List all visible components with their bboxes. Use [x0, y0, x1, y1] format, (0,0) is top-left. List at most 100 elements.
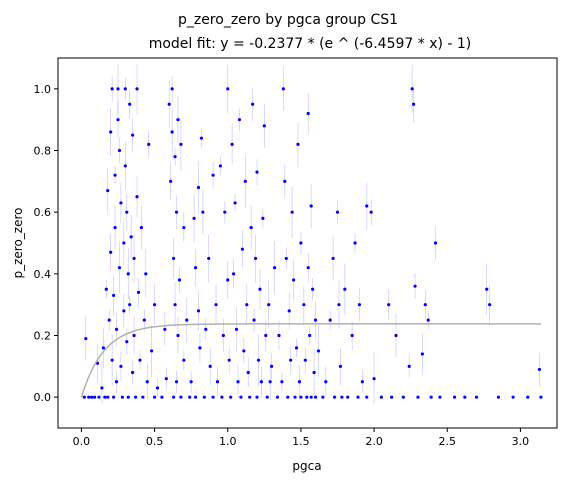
data-point: [125, 210, 129, 214]
data-point: [394, 333, 398, 338]
data-point: [177, 278, 182, 282]
x-tick-label: 2.0: [365, 435, 383, 448]
data-point: [340, 395, 344, 399]
data-point: [343, 287, 347, 291]
data-point: [182, 225, 186, 230]
data-point: [110, 358, 114, 362]
data-point: [133, 395, 138, 399]
data-point: [122, 309, 126, 313]
data-point: [309, 395, 313, 399]
data-point: [84, 336, 88, 341]
data-point: [299, 241, 303, 245]
data-point: [511, 395, 515, 399]
data-point: [160, 395, 164, 399]
data-point: [426, 318, 430, 322]
data-point: [132, 333, 136, 338]
data-point: [152, 395, 157, 399]
data-point: [230, 142, 234, 146]
data-point: [97, 395, 101, 399]
error-bars: [85, 64, 540, 404]
chart-title: p_zero_zero by pgca group CS1: [178, 12, 398, 28]
data-point: [411, 102, 416, 106]
data-point: [245, 303, 249, 307]
data-point: [312, 370, 316, 375]
chart-subtitle: model fit: y = -0.2377 * (e ^ (-6.4597 *…: [149, 36, 472, 52]
data-point: [302, 303, 306, 307]
data-point: [337, 303, 341, 307]
data-point: [237, 118, 242, 122]
x-tick-label: 1.5: [292, 435, 310, 448]
data-point: [328, 318, 332, 322]
data-point: [277, 333, 281, 338]
data-point: [353, 241, 357, 245]
data-point: [324, 380, 328, 384]
data-point: [265, 395, 269, 399]
data-point: [239, 395, 243, 399]
data-point: [196, 185, 201, 190]
data-point: [232, 272, 236, 276]
data-point: [135, 195, 139, 199]
data-point: [131, 370, 135, 375]
data-point: [145, 380, 149, 384]
data-point: [226, 87, 230, 91]
data-point: [215, 380, 220, 384]
data-point: [198, 346, 202, 350]
data-point: [176, 333, 180, 338]
data-point: [142, 318, 146, 322]
data-point: [297, 380, 302, 384]
data-point: [117, 266, 122, 270]
x-tick-label: 0.0: [73, 435, 91, 448]
data-point: [346, 395, 350, 399]
y-tick-label: 0.0: [34, 391, 52, 404]
data-point: [182, 358, 186, 362]
data-point: [113, 173, 117, 177]
data-point: [291, 278, 296, 282]
model-fit-line: [80, 323, 541, 398]
data-point: [423, 303, 427, 307]
data-point: [240, 247, 244, 251]
data-point: [420, 352, 424, 356]
data-point: [227, 358, 231, 362]
data-point: [253, 256, 258, 261]
data-point: [289, 358, 293, 362]
y-tick-label: 0.6: [34, 206, 52, 219]
data-point: [311, 287, 315, 291]
data-point: [119, 364, 123, 368]
data-point: [267, 303, 271, 307]
y-tick-label: 1.0: [34, 83, 52, 96]
data-point: [252, 318, 256, 322]
data-point: [268, 380, 272, 384]
data-point: [112, 395, 116, 399]
data-point: [407, 364, 411, 368]
data-point: [193, 266, 198, 270]
data-point: [316, 349, 321, 353]
data-point: [211, 173, 215, 177]
data-point: [204, 327, 208, 331]
data-point: [283, 179, 287, 183]
data-point: [280, 380, 284, 384]
data-point: [264, 333, 268, 338]
data-point: [188, 395, 192, 399]
data-point: [125, 340, 129, 344]
data-point: [147, 142, 151, 146]
data-point: [413, 284, 417, 288]
data-point: [338, 364, 343, 368]
data-point: [132, 256, 136, 261]
data-point: [275, 395, 280, 399]
data-point: [249, 225, 253, 230]
y-tick-label: 0.4: [34, 268, 52, 281]
data-point: [173, 303, 177, 307]
data-point: [221, 333, 225, 338]
data-point: [488, 303, 492, 307]
data-point: [214, 303, 218, 307]
data-point: [306, 111, 310, 116]
data-point: [144, 272, 148, 276]
data-point: [202, 395, 206, 399]
data-point: [335, 210, 340, 214]
data-point: [286, 395, 290, 399]
data-point: [255, 170, 259, 174]
data-point: [410, 87, 414, 91]
data-point: [192, 216, 196, 220]
data-point: [109, 130, 113, 134]
